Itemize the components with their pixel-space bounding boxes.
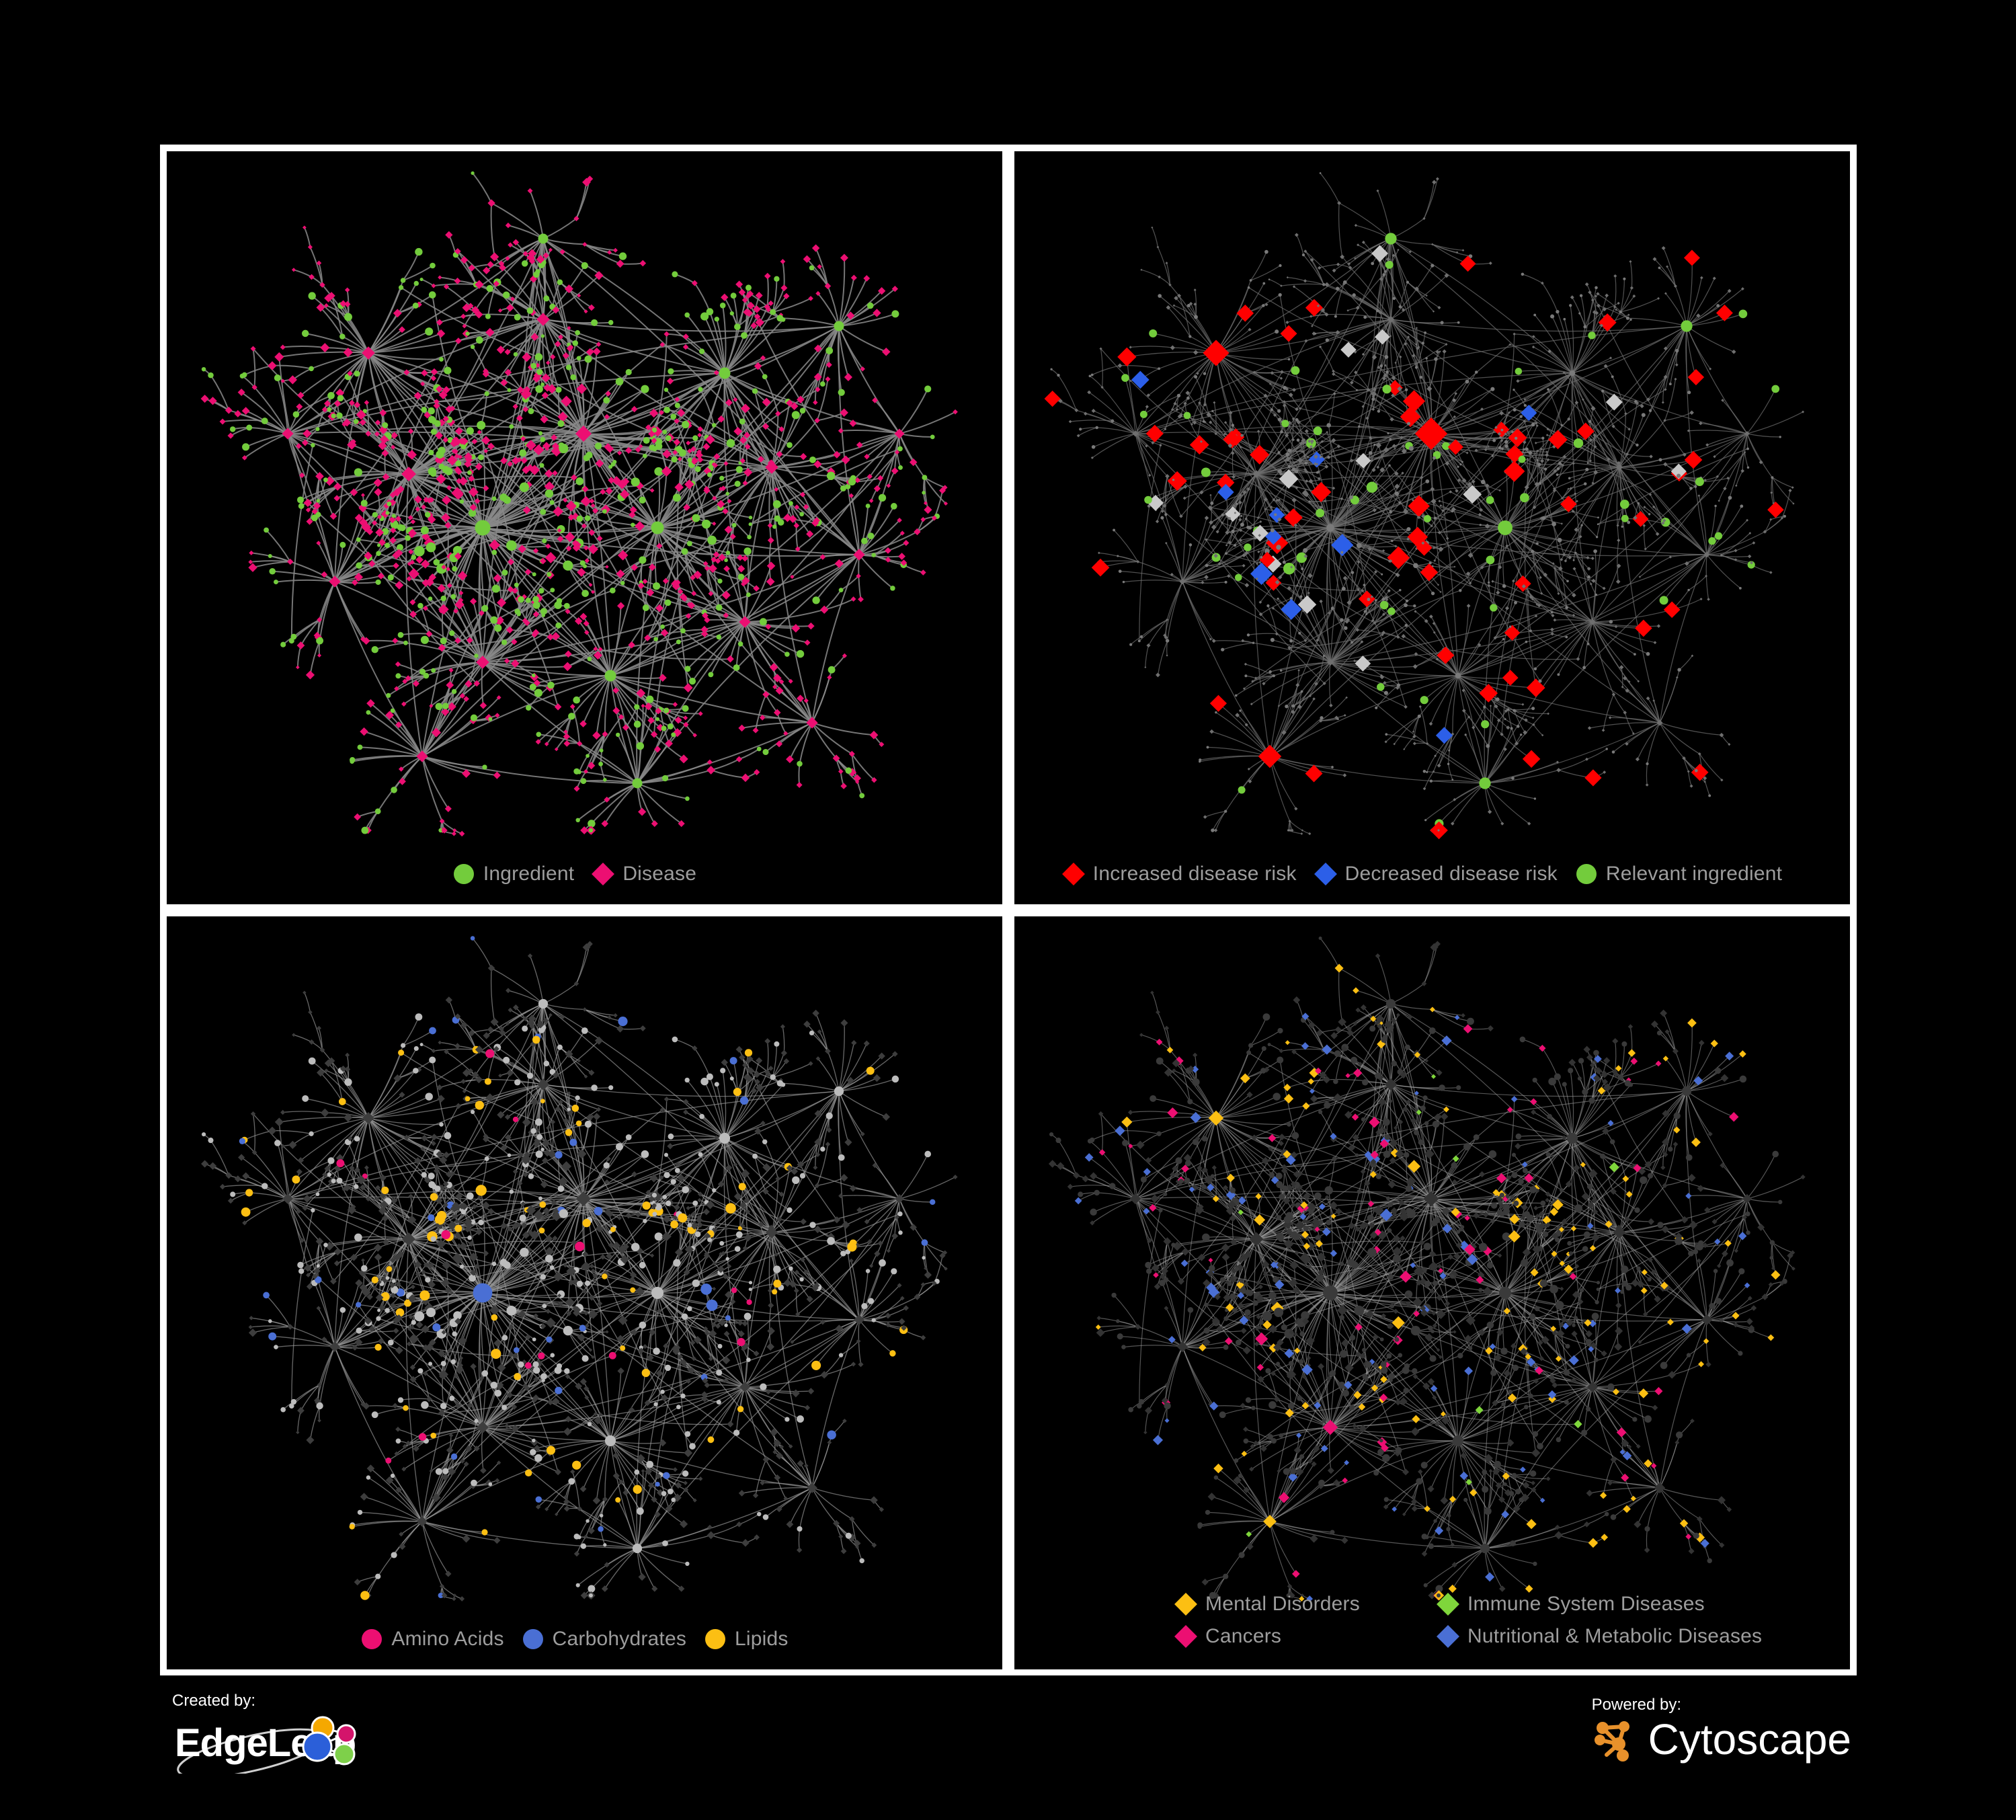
legend-disease[interactable]: Disease <box>592 863 697 885</box>
created-by-label: Created by: <box>172 1692 256 1710</box>
legend-increased-risk-marker <box>1061 863 1085 885</box>
legend-immune-system-diseases-label: Immune System Diseases <box>1467 1593 1705 1615</box>
legend-ingredient-label: Ingredient <box>483 863 575 885</box>
legend-relevant-ingredient[interactable]: Relevant ingredient <box>1576 863 1782 885</box>
network-canvas-1[interactable] <box>167 151 1002 904</box>
cytoscape-logo-row: Cytoscape <box>1592 1716 1851 1763</box>
legend-lipids-marker <box>705 1629 726 1649</box>
legend-ingredient[interactable]: Ingredient <box>453 863 575 885</box>
figure-footer: Created by: EdgeLeap EdgeLea <box>160 1677 1857 1811</box>
legend-mental-disorders[interactable]: Mental Disorders <box>1174 1593 1418 1616</box>
legend-amino-acids[interactable]: Amino Acids <box>362 1628 503 1651</box>
legend-carbohydrates[interactable]: Carbohydrates <box>522 1628 687 1651</box>
legend-lipids-label: Lipids <box>735 1628 789 1650</box>
legend-disease-label: Disease <box>622 863 697 885</box>
legend-decreased-risk-label: Decreased disease risk <box>1344 863 1558 885</box>
edgeleap-branding[interactable]: Created by: EdgeLeap EdgeLea <box>172 1692 374 1774</box>
legend-relevant-ingredient-marker <box>1576 864 1597 884</box>
legend-amino-acids-label: Amino Acids <box>391 1628 504 1650</box>
legend-relevant-ingredient-label: Relevant ingredient <box>1605 863 1783 885</box>
legend-immune-system-diseases[interactable]: Immune System Diseases <box>1437 1593 1705 1616</box>
legend-mental-disorders-marker <box>1174 1593 1197 1616</box>
panel-ingredient-disease[interactable]: Ingredient Disease <box>167 151 1002 904</box>
edgeleap-logo: EdgeLeap <box>175 1716 356 1774</box>
panel-disease-risk[interactable]: Increased disease risk Decreased disease… <box>1014 151 1850 904</box>
panel-ingredient-classes[interactable]: Amino Acids Carbohydrates Lipids <box>167 916 1002 1669</box>
legend-lipids[interactable]: Lipids <box>705 1628 789 1651</box>
panel-grid: Ingredient Disease Increased disease ris… <box>167 151 1850 1669</box>
edgeleap-node-green <box>333 1743 356 1766</box>
network-canvas-3[interactable] <box>167 916 1002 1669</box>
legend-carbohydrates-marker <box>522 1629 543 1649</box>
legend-panel-2: Increased disease risk Decreased disease… <box>1014 863 1850 904</box>
legend-panel-4: Mental Disorders Immune System Diseases … <box>1014 1593 1850 1669</box>
legend-carbohydrates-label: Carbohydrates <box>552 1628 687 1650</box>
legend-cancers[interactable]: Cancers <box>1174 1625 1418 1648</box>
legend-nutritional-metabolic-diseases-marker <box>1437 1625 1459 1648</box>
cytoscape-branding[interactable]: Powered by: <box>1592 1696 1851 1763</box>
legend-cancers-label: Cancers <box>1205 1625 1282 1647</box>
legend-disease-marker <box>592 863 615 885</box>
network-canvas-4[interactable] <box>1014 916 1850 1669</box>
edgeleap-node-pink <box>336 1724 356 1744</box>
legend-amino-acids-marker <box>362 1629 382 1649</box>
legend-panel-1: Ingredient Disease <box>167 863 1002 904</box>
legend-cancers-marker <box>1174 1625 1197 1648</box>
legend-decreased-risk-marker <box>1314 863 1337 885</box>
panel-disease-classes[interactable]: Mental Disorders Immune System Diseases … <box>1014 916 1850 1669</box>
edgeleap-node-blue <box>302 1731 333 1762</box>
powered-by-label: Powered by: <box>1591 1696 1682 1714</box>
legend-nutritional-metabolic-diseases[interactable]: Nutritional & Metabolic Diseases <box>1437 1625 1762 1648</box>
legend-immune-system-diseases-marker <box>1437 1593 1459 1616</box>
legend-ingredient-marker <box>453 864 474 884</box>
cytoscape-logo-icon <box>1594 1721 1629 1762</box>
cytoscape-wordmark: Cytoscape <box>1648 1715 1851 1764</box>
legend-panel-3: Amino Acids Carbohydrates Lipids <box>167 1628 1002 1669</box>
legend-nutritional-metabolic-diseases-label: Nutritional & Metabolic Diseases <box>1467 1625 1763 1647</box>
legend-increased-risk[interactable]: Increased disease risk <box>1061 863 1297 885</box>
network-canvas-2[interactable] <box>1014 151 1850 904</box>
edgeleap-logo-row: EdgeLeap EdgeLeap <box>172 1712 374 1774</box>
legend-increased-risk-label: Increased disease risk <box>1092 863 1297 885</box>
legend-mental-disorders-label: Mental Disorders <box>1205 1593 1360 1615</box>
legend-decreased-risk[interactable]: Decreased disease risk <box>1314 863 1558 885</box>
